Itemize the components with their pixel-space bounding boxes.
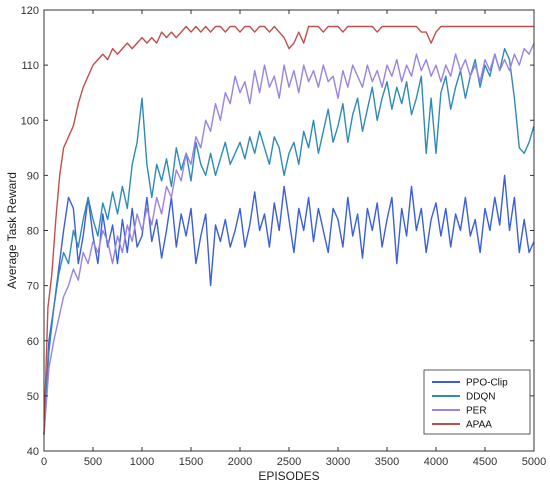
y-tick-label: 70 xyxy=(27,281,39,293)
x-axis-label: EPISODES xyxy=(258,469,319,483)
legend: PPO-Clip DDQN PER APAA xyxy=(423,369,531,435)
y-tick-label: 120 xyxy=(21,5,39,17)
x-tick-label: 3000 xyxy=(326,456,350,468)
legend-label: DDQN xyxy=(466,392,495,403)
series-line-ppo-clip xyxy=(43,174,535,435)
series-layer xyxy=(43,25,535,435)
y-tick-label: 80 xyxy=(27,226,39,238)
x-tick-label: 4000 xyxy=(424,456,448,468)
y-axis-label: Average Task Reward xyxy=(5,172,19,289)
x-tick-label: 1000 xyxy=(130,456,154,468)
x-tick-label: 3500 xyxy=(375,456,399,468)
x-tick-label: 4500 xyxy=(473,456,497,468)
y-tick-label: 50 xyxy=(27,391,39,403)
legend-label: PPO-Clip xyxy=(466,378,508,389)
x-tick-label: 5000 xyxy=(522,456,546,468)
series-line-per xyxy=(43,42,535,435)
legend-label: PER xyxy=(466,406,487,417)
series-line-ddqn xyxy=(43,47,535,435)
x-tick-label: 500 xyxy=(84,456,102,468)
y-tick-label: 60 xyxy=(27,336,39,348)
series-line-apaa xyxy=(43,25,534,435)
x-tick-label: 2500 xyxy=(277,456,301,468)
y-tick-label: 110 xyxy=(21,60,39,72)
y-tick-label: 90 xyxy=(27,170,39,182)
x-tick-label: 1500 xyxy=(179,456,203,468)
x-tick-label: 2000 xyxy=(228,456,252,468)
tick-layer: 0 500 1000 1500 2000 2500 3000 3500 4000 4500 5000… xyxy=(21,5,547,468)
legend-label: APAA xyxy=(466,420,492,431)
y-tick-label: 100 xyxy=(21,115,39,127)
y-tick-label: 40 xyxy=(27,446,39,458)
x-tick-label: 0 xyxy=(41,456,47,468)
